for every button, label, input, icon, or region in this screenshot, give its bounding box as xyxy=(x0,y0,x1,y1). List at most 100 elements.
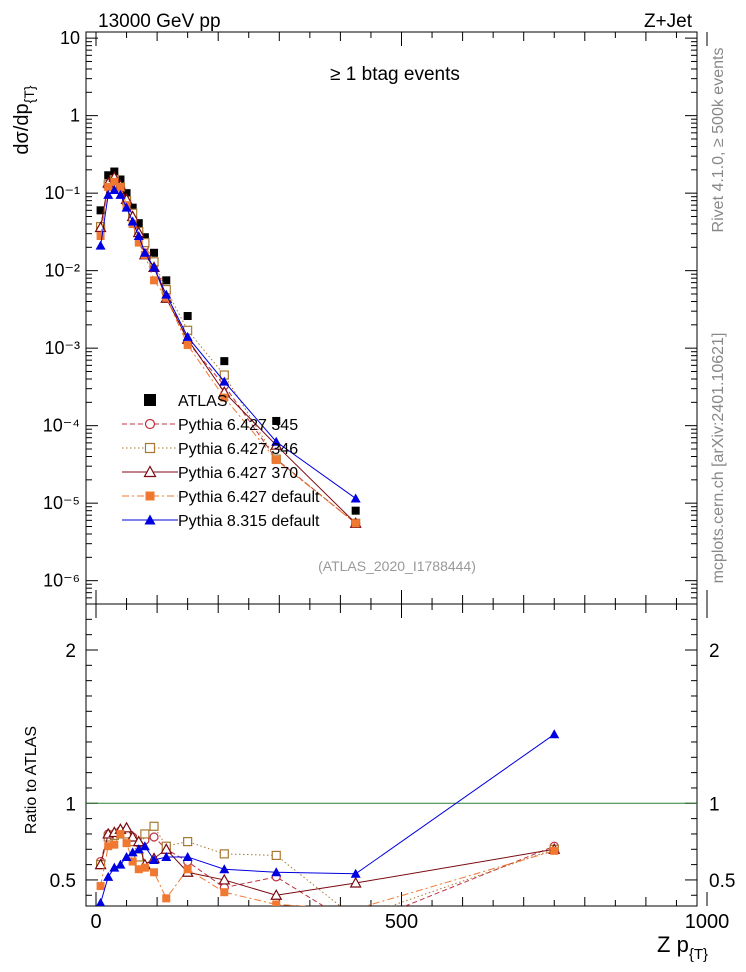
series-pythia-8-315-default xyxy=(96,729,560,906)
series-atlas xyxy=(96,167,360,515)
ratio-y-tick-label-right: 1 xyxy=(709,794,720,815)
ratio-y-tick-label: 1 xyxy=(65,794,76,815)
data-point xyxy=(128,857,137,866)
data-point xyxy=(271,436,282,446)
data-point xyxy=(134,865,143,874)
data-point xyxy=(109,184,120,194)
data-point xyxy=(272,456,281,465)
legend-label: Pythia 6.427 default xyxy=(178,489,320,506)
data-point xyxy=(116,829,125,838)
data-point xyxy=(109,862,120,872)
data-point xyxy=(127,847,138,857)
series-line xyxy=(100,181,356,524)
series-line xyxy=(100,825,555,906)
data-point xyxy=(220,393,229,402)
ratio-y-tick-label-right: 2 xyxy=(709,641,720,662)
data-point xyxy=(96,882,105,891)
data-point xyxy=(115,859,126,869)
x-tick-label: 1000 xyxy=(685,911,730,933)
main-y-tick-label: 10⁻⁵ xyxy=(43,493,80,513)
data-point xyxy=(150,868,159,877)
legend-item: Pythia 6.427 default xyxy=(122,489,320,506)
header-left: 13000 GeV pp xyxy=(98,11,221,32)
data-point xyxy=(104,183,113,192)
data-point xyxy=(351,519,360,528)
data-point xyxy=(220,357,229,366)
data-point xyxy=(128,203,137,212)
legend-label: ATLAS xyxy=(178,393,228,410)
data-point xyxy=(115,189,126,199)
main-y-tick-label: 10 xyxy=(60,28,80,48)
data-point xyxy=(149,832,159,842)
data-point xyxy=(110,177,119,186)
legend-item: Pythia 6.427 346 xyxy=(122,441,298,458)
data-point xyxy=(134,238,143,247)
main-y-ticks: 10⁻⁶ 10⁻⁵ 10⁻⁴ 10⁻³ 10⁻² 10⁻¹ 1 10 xyxy=(43,28,697,605)
legend-item: Pythia 6.427 370 xyxy=(122,465,298,482)
main-y-tick-label: 10⁻² xyxy=(44,261,80,281)
main-y-tick-label: 10⁻⁴ xyxy=(43,416,80,436)
data-point xyxy=(183,865,192,874)
ratio-ylabel: Ratio to ATLAS xyxy=(23,726,40,834)
watermark: (ATLAS_2020_I1788444) xyxy=(318,558,476,574)
legend-item: Pythia 8.315 default xyxy=(122,513,320,530)
series-pythia-6-427-370 xyxy=(94,821,561,900)
series-line xyxy=(100,827,555,896)
data-point xyxy=(161,851,172,861)
main-ylabel-text: dσ/dp xyxy=(11,103,33,154)
ratio-y-ticks: 0.5 0.5 1 1 2 2 xyxy=(50,618,735,896)
series-pythia-8-315-default xyxy=(95,184,361,503)
main-title: ≥ 1 btag events xyxy=(330,64,460,85)
ratio-series-group xyxy=(94,729,561,906)
data-point xyxy=(133,844,144,854)
series-pythia-6-427-default xyxy=(96,829,559,906)
legend-label: Pythia 6.427 346 xyxy=(178,441,298,458)
ratio-y-tick-label-right: 0.5 xyxy=(709,871,735,892)
data-point xyxy=(121,202,132,212)
data-point xyxy=(270,889,283,900)
data-point xyxy=(140,233,149,242)
data-point xyxy=(140,829,150,839)
data-point xyxy=(120,821,133,833)
data-point xyxy=(94,858,107,870)
x-axis-label-sub: {T} xyxy=(689,946,708,963)
data-point xyxy=(127,216,138,226)
data-point xyxy=(149,821,159,831)
ratio-frame xyxy=(85,603,698,907)
data-point xyxy=(96,231,105,240)
legend-marker xyxy=(144,514,156,525)
data-point xyxy=(122,839,131,848)
legend-item: Pythia 6.427 345 xyxy=(122,417,298,434)
data-point xyxy=(140,863,149,872)
x-tick-label: 500 xyxy=(385,911,418,933)
legend-marker xyxy=(144,418,156,430)
data-point xyxy=(350,868,361,878)
data-point xyxy=(220,888,229,897)
ratio-y-tick-label: 2 xyxy=(65,641,76,662)
data-point xyxy=(219,376,230,386)
data-point xyxy=(134,219,143,228)
data-point xyxy=(103,189,114,199)
legend-label: Pythia 8.315 default xyxy=(178,513,320,530)
source-label: mcplots.cern.ch [arXiv:2401.10621] xyxy=(710,333,727,584)
data-point xyxy=(349,876,362,888)
rivet-label: Rivet 4.1.0, ≥ 500k events xyxy=(710,48,727,233)
data-point xyxy=(182,331,193,341)
data-point xyxy=(350,493,361,503)
data-point xyxy=(272,416,281,425)
data-point xyxy=(219,849,229,859)
data-point xyxy=(96,897,106,906)
data-point xyxy=(550,846,559,855)
data-point xyxy=(162,276,171,285)
svg-text:dσ/dp{T}: dσ/dp{T} xyxy=(11,85,37,155)
series-line xyxy=(100,830,555,906)
x-axis-label-text: Z p xyxy=(657,932,689,957)
data-point xyxy=(133,230,144,240)
data-point xyxy=(104,842,113,851)
data-point xyxy=(183,340,192,349)
data-point xyxy=(549,729,560,739)
series-line xyxy=(100,733,555,904)
data-point xyxy=(104,171,113,180)
data-point xyxy=(139,247,150,257)
